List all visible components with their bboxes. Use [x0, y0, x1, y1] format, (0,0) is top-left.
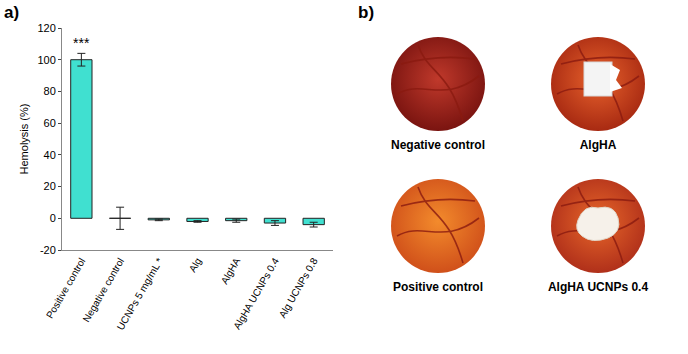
svg-text:60: 60	[44, 117, 56, 129]
svg-text:AlgHA UCNPs 0.4: AlgHA UCNPs 0.4	[548, 280, 649, 294]
svg-text:Alg UCNPs 0.8: Alg UCNPs 0.8	[277, 256, 320, 320]
svg-text:Positive control: Positive control	[393, 280, 483, 294]
svg-text:100: 100	[37, 54, 55, 66]
svg-text:Alg: Alg	[187, 256, 204, 274]
svg-text:-20: -20	[40, 244, 56, 256]
svg-text:Hemolysis (%): Hemolysis (%)	[18, 104, 30, 175]
svg-text:a): a)	[4, 3, 19, 22]
svg-text:120: 120	[37, 22, 55, 34]
svg-text:AlgHA UCNPs 0.4: AlgHA UCNPs 0.4	[231, 256, 281, 332]
svg-text:AlgHA: AlgHA	[580, 138, 617, 152]
svg-text:Negative control: Negative control	[391, 138, 485, 152]
svg-text:b): b)	[358, 3, 374, 22]
svg-text:***: ***	[73, 35, 90, 51]
svg-text:80: 80	[44, 85, 56, 97]
svg-text:20: 20	[44, 180, 56, 192]
svg-text:40: 40	[44, 149, 56, 161]
svg-text:Negative control: Negative control	[80, 256, 126, 324]
svg-text:Positive control: Positive control	[44, 256, 87, 320]
svg-text:AlgHA: AlgHA	[219, 256, 243, 286]
svg-text:UCNPs 5 mg/mL *: UCNPs 5 mg/mL *	[115, 256, 165, 332]
svg-text:0: 0	[50, 212, 56, 224]
